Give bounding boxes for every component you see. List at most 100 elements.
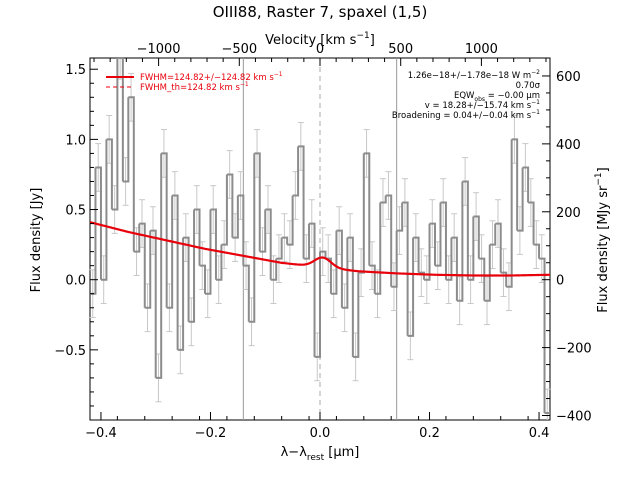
spectrum-bin (451, 236, 458, 301)
spectrum-bin (489, 223, 497, 246)
spectrum-bin (522, 166, 530, 203)
x-tick-label: −0.4 (85, 426, 117, 441)
spectrum-bin (418, 271, 426, 280)
spectrum-bin (473, 215, 480, 259)
spectrum-bin (424, 223, 431, 281)
y-left-tick-label: 1.0 (65, 133, 86, 148)
y-left-tick-label: 1.5 (65, 63, 86, 78)
spectrum-bin (413, 236, 420, 273)
spectrum-bin (276, 237, 283, 260)
spectrum-bin (215, 244, 223, 281)
x-tick-label: 0.4 (529, 426, 550, 441)
spectrum-bin (495, 222, 502, 273)
y-right-tick-label: 400 (556, 138, 581, 153)
spectrum-bin (358, 153, 365, 274)
spectrum-bin (484, 244, 491, 302)
spectrum-bin (396, 202, 404, 232)
legend: FWHM=124.82+/−124.82 km s−1FWHM_th=124.8… (106, 71, 283, 93)
spectrum-bin (133, 223, 141, 253)
spectrum-bin (232, 195, 239, 239)
top-tick-label: 0 (316, 42, 324, 57)
spectrum-bin (95, 166, 102, 280)
spectrum-bin (128, 96, 135, 252)
spectrum-bin (205, 209, 212, 295)
spectrum-bin (270, 258, 278, 281)
spectrum-bin (467, 216, 475, 281)
top-axis-label: Velocity [km s−1] (265, 31, 375, 48)
spectrum-bin (161, 152, 168, 308)
top-tick-label: 1000 (465, 42, 498, 57)
reference-lines (242, 58, 398, 420)
spectrum-bin (243, 264, 250, 322)
spectrum-bin (226, 173, 234, 238)
spectrum-bin (259, 209, 267, 253)
spectrum-bin (155, 153, 163, 379)
spectrum-bin (100, 139, 108, 281)
legend-label: FWHM=124.82+/−124.82 km s−1 (140, 71, 283, 83)
spectrum-bin (341, 237, 349, 309)
fit-series (89, 221, 551, 277)
spectrum-bin (309, 222, 316, 357)
y-right-tick-label: 200 (556, 206, 581, 221)
spectrum-bin (199, 264, 206, 294)
spectrum-bin (237, 194, 245, 266)
y-right-tick-label: −400 (556, 410, 592, 425)
annotation-line: v = 18.28+/−15.74 km s−1 (425, 99, 540, 111)
spectrum-bin (298, 145, 305, 259)
y-left-tick-label: 0.5 (65, 204, 86, 219)
spectrum-bin (303, 223, 311, 260)
annotation-line: 1.26e−18+/−1.78e−18 W m−2 (408, 69, 540, 81)
top-tick-label: −500 (221, 42, 257, 57)
y-left-tick-label: 0.0 (65, 274, 86, 289)
spectrum-bin (177, 237, 185, 351)
spectrum-bin (352, 272, 360, 358)
spectrum-bin (248, 153, 256, 323)
spectrum-bin (528, 201, 535, 245)
x-tick-label: −0.2 (195, 426, 227, 441)
spectrum-bin (221, 174, 228, 246)
spectrum-bin (440, 201, 447, 280)
y-left-tick-label: −0.5 (54, 344, 86, 359)
y-right-tick-label: 600 (556, 70, 581, 85)
spectrum-bin (172, 194, 179, 350)
spectrum-bin (533, 243, 541, 259)
annotation-line: 0.70σ (516, 81, 541, 91)
spectrum-bin (347, 236, 354, 357)
spectrum-bin (139, 222, 146, 308)
spectrum-bin (314, 251, 321, 358)
spectrum-bin (320, 250, 327, 259)
spectrum-bin (462, 180, 469, 280)
spectrum-bin (363, 152, 371, 266)
y-axis-left-label: Flux density [Jy] (29, 188, 44, 293)
legend-label: FWHM_th=124.82 km s−1 (140, 81, 249, 93)
spectrum-bin (111, 58, 119, 211)
spectrum-bin (374, 202, 382, 295)
spectrum-bin (500, 271, 508, 287)
spectrum-bin (478, 257, 486, 301)
top-tick-label: −1000 (137, 42, 181, 57)
spectrum-bin (281, 236, 289, 245)
spectrum-bin (106, 138, 113, 210)
spectrum-bin (292, 146, 300, 197)
spectrum-bin (380, 195, 387, 204)
spectrum-bin (435, 202, 442, 267)
spectrum-bin (506, 139, 513, 288)
spectrum-bin (369, 264, 376, 294)
annotation-line: EQWobs = −0.00 μm (454, 91, 540, 103)
x-axis-label: λ−λrest [μm] (281, 445, 360, 463)
spectrum-bin (183, 236, 190, 322)
spectrum-bin (402, 201, 409, 336)
axis-ticks: −0.4 −0.2 0.0 0.2 0.4 −0.5 0.0 0.5 1.0 1.5 −1000 −5… (54, 42, 591, 441)
spectrum-bin (385, 194, 393, 287)
spectrum-bin (407, 237, 415, 337)
y-axis-right-label: Flux density [MJy sr−1] (594, 167, 611, 312)
spectrum-bin (336, 229, 343, 308)
annotation-line: Broadening = 0.04+/−0.04 km s−1 (392, 109, 540, 121)
spectrum-bin (511, 138, 519, 231)
x-tick-label: 0.2 (419, 426, 440, 441)
spectrum-bin (456, 181, 464, 302)
spectrum-bin (150, 229, 157, 378)
spectrum-bin (287, 195, 294, 246)
